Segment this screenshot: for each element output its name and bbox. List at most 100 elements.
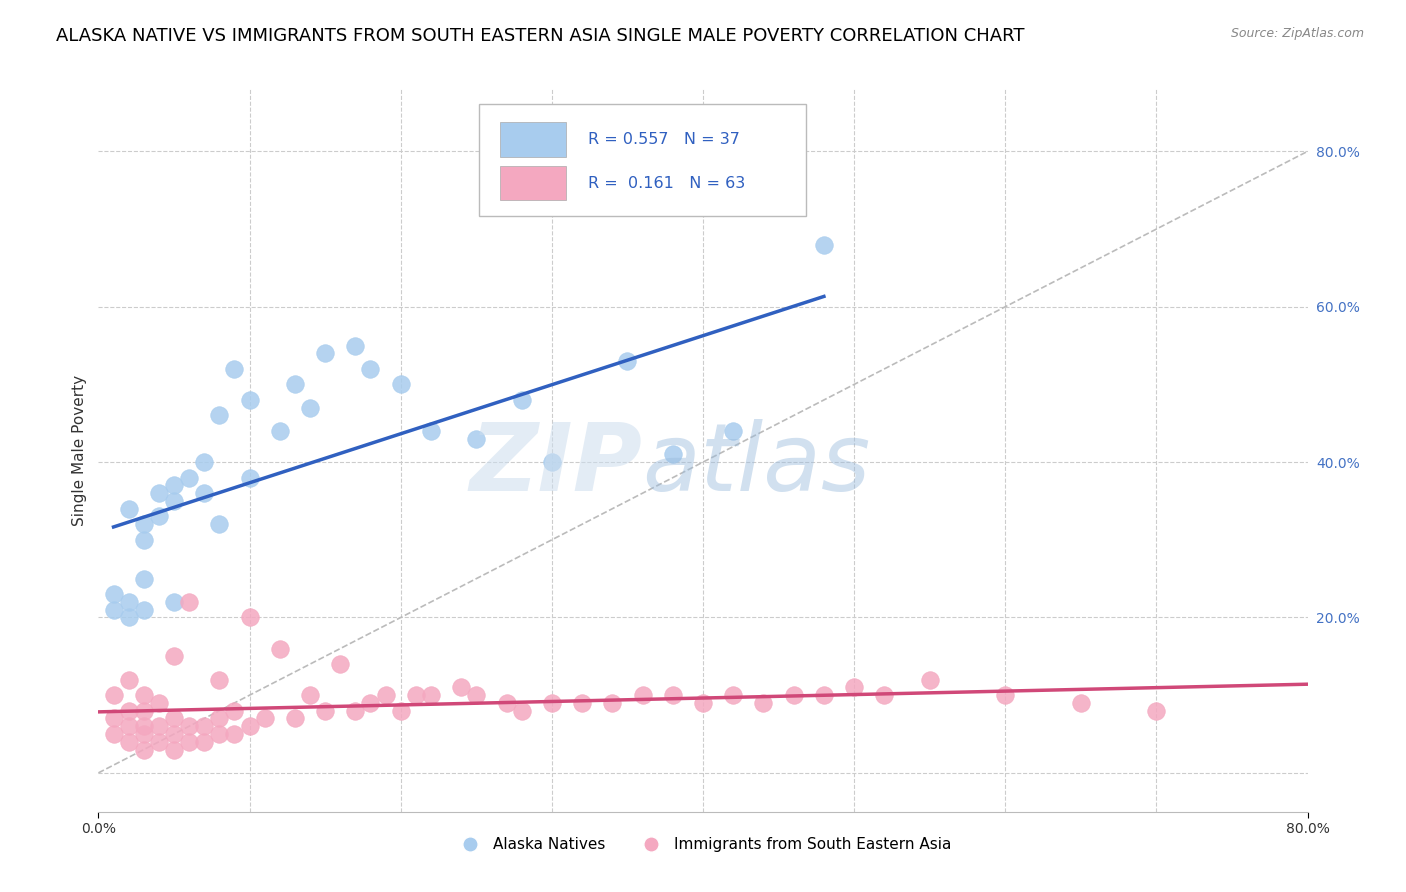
Point [239,719,262,733]
Point [193,735,215,749]
Point [208,517,231,532]
Point [631,688,654,702]
Point [405,688,427,702]
Point [1070,696,1092,710]
Point [224,704,246,718]
Point [723,688,745,702]
Point [148,509,170,524]
Point [132,533,155,547]
Point [118,501,141,516]
Point [510,392,533,407]
Point [495,696,517,710]
Point [239,470,262,484]
Point [420,688,443,702]
Point [163,494,186,508]
Point [193,455,215,469]
Point [344,338,367,352]
Point [163,742,186,756]
FancyBboxPatch shape [501,122,567,157]
Point [813,237,835,252]
Point [148,719,170,733]
Point [148,486,170,500]
Point [132,572,155,586]
Point [132,688,155,702]
Point [148,735,170,749]
Point [752,696,775,710]
Point [179,595,201,609]
Point [103,711,125,725]
Point [571,696,593,710]
Point [118,673,141,687]
Point [374,688,396,702]
Point [314,704,336,718]
Point [616,354,638,368]
Point [723,424,745,438]
Point [179,719,201,733]
Point [465,688,488,702]
Point [344,704,367,718]
Point [224,727,246,741]
Point [299,401,322,415]
Point [132,704,155,718]
Point [873,688,896,702]
Point [208,711,231,725]
Point [420,424,443,438]
Point [602,696,624,710]
Text: R = 0.557   N = 37: R = 0.557 N = 37 [588,132,740,147]
Point [239,392,262,407]
Point [813,688,835,702]
Point [103,603,125,617]
Point [269,641,291,656]
Point [118,735,141,749]
Point [253,711,276,725]
FancyBboxPatch shape [479,103,806,216]
Point [540,696,562,710]
Point [299,688,322,702]
Text: Source: ZipAtlas.com: Source: ZipAtlas.com [1230,27,1364,40]
Point [132,742,155,756]
Point [163,649,186,664]
Point [389,704,412,718]
Point [179,735,201,749]
Point [692,696,714,710]
Y-axis label: Single Male Poverty: Single Male Poverty [72,375,87,526]
Point [103,727,125,741]
Point [239,610,262,624]
Point [269,424,291,438]
Point [132,603,155,617]
Point [103,587,125,601]
Point [540,455,562,469]
Point [389,377,412,392]
Point [132,719,155,733]
Text: R =  0.161   N = 63: R = 0.161 N = 63 [588,176,745,191]
Point [360,696,382,710]
Point [465,432,488,446]
Point [208,673,231,687]
Text: ALASKA NATIVE VS IMMIGRANTS FROM SOUTH EASTERN ASIA SINGLE MALE POVERTY CORRELAT: ALASKA NATIVE VS IMMIGRANTS FROM SOUTH E… [56,27,1025,45]
Point [118,610,141,624]
Point [994,688,1017,702]
Point [661,688,683,702]
Point [118,719,141,733]
Point [329,657,352,672]
Text: atlas: atlas [643,419,870,510]
Point [118,704,141,718]
Legend: Alaska Natives, Immigrants from South Eastern Asia: Alaska Natives, Immigrants from South Ea… [449,831,957,858]
Point [118,595,141,609]
Point [284,377,307,392]
Point [193,486,215,500]
Point [163,727,186,741]
Point [193,719,215,733]
Point [314,346,336,360]
Point [224,362,246,376]
Point [284,711,307,725]
Point [132,517,155,532]
Point [450,681,472,695]
Point [661,447,683,461]
Point [1144,704,1167,718]
Point [844,681,866,695]
Point [179,470,201,484]
Point [918,673,941,687]
Point [208,409,231,423]
Point [103,688,125,702]
